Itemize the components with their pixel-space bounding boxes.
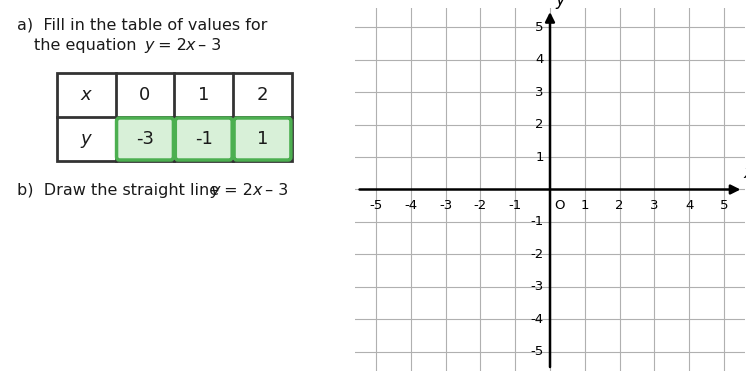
Bar — [57, 73, 292, 161]
FancyBboxPatch shape — [175, 118, 232, 160]
Text: -1: -1 — [530, 216, 544, 229]
Text: 3: 3 — [651, 199, 659, 211]
Text: 2: 2 — [615, 199, 624, 211]
Text: x: x — [186, 38, 195, 53]
Text: -4: -4 — [530, 313, 544, 326]
Text: 2: 2 — [535, 118, 544, 131]
Text: = 2: = 2 — [153, 38, 186, 53]
Text: -2: -2 — [474, 199, 487, 211]
Text: -3: -3 — [530, 280, 544, 293]
Text: O: O — [554, 199, 565, 211]
Text: -3: -3 — [136, 130, 154, 148]
Text: – 3: – 3 — [193, 38, 222, 53]
Text: a)  Fill in the table of values for: a) Fill in the table of values for — [17, 18, 267, 33]
Text: -2: -2 — [530, 248, 544, 261]
Text: x: x — [743, 164, 746, 182]
Text: 5: 5 — [720, 199, 728, 211]
Text: 4: 4 — [536, 53, 544, 66]
Text: = 2: = 2 — [219, 183, 253, 198]
Text: 1: 1 — [580, 199, 589, 211]
Text: -1: -1 — [509, 199, 521, 211]
Bar — [57, 73, 292, 161]
Text: 1: 1 — [257, 130, 268, 148]
Text: – 3: – 3 — [260, 183, 288, 198]
FancyBboxPatch shape — [234, 118, 291, 160]
Text: y: y — [555, 0, 565, 9]
Text: -5: -5 — [369, 199, 383, 211]
FancyBboxPatch shape — [116, 118, 173, 160]
Text: y: y — [210, 183, 220, 198]
Text: -1: -1 — [195, 130, 213, 148]
Text: -5: -5 — [530, 345, 544, 359]
Text: x: x — [252, 183, 262, 198]
Text: -4: -4 — [404, 199, 417, 211]
Text: 4: 4 — [685, 199, 694, 211]
Text: the equation: the equation — [34, 38, 142, 53]
Text: 0: 0 — [140, 86, 151, 104]
Text: -3: -3 — [439, 199, 452, 211]
Text: 3: 3 — [535, 86, 544, 99]
Text: x: x — [81, 86, 92, 104]
Text: y: y — [81, 130, 92, 148]
Text: 5: 5 — [535, 20, 544, 34]
Text: b)  Draw the straight line: b) Draw the straight line — [17, 183, 225, 198]
Text: 1: 1 — [198, 86, 210, 104]
Text: 1: 1 — [535, 150, 544, 163]
Text: y: y — [144, 38, 154, 53]
Text: 2: 2 — [257, 86, 269, 104]
